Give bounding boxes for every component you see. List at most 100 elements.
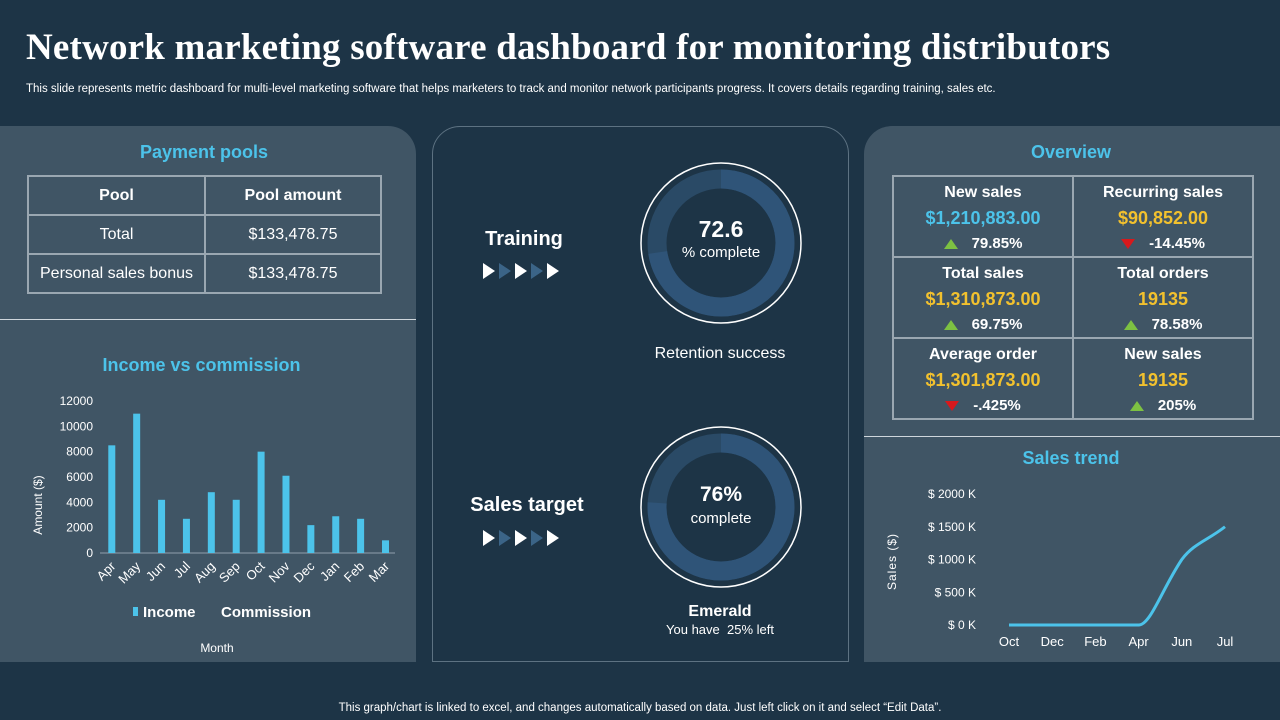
metric-change: -14.45% (1074, 235, 1252, 252)
sales-target-label: Sales target (470, 494, 584, 516)
arrow-icon (515, 263, 527, 279)
x-tick-label: Sep (216, 559, 243, 586)
income-bar (382, 540, 390, 553)
y-tick-label: 6000 (66, 470, 93, 484)
training-unit: % complete (681, 244, 761, 261)
metric-label: Average order (929, 346, 1037, 363)
table-row: Average order $1,301,873.00 -.425% New sale… (892, 337, 1254, 420)
overview-cell: Recurring sales $90,852.00 -14.45% (1072, 175, 1254, 258)
page-title: Network marketing software dashboard for… (26, 27, 1111, 68)
metric-change: 69.75% (894, 316, 1072, 333)
arrow-icon (483, 530, 495, 546)
table-row: Personal sales bonus $133,478.75 (27, 253, 382, 294)
income-bar (133, 413, 141, 553)
x-tick-label: Dec (291, 558, 318, 585)
y-tick-label: $ 500 K (935, 585, 976, 599)
y-tick-label: 12000 (60, 394, 94, 408)
y-axis-label: Amount ($) (31, 475, 45, 534)
legend-income-swatch (133, 607, 138, 616)
x-tick-label: Aug (191, 559, 218, 586)
sales-target-value: 76% (699, 483, 743, 506)
legend-commission-label: Commission (221, 604, 311, 621)
training-progress-ring (640, 162, 802, 324)
table-row: Total sales $1,310,873.00 69.75% Total orde… (892, 256, 1254, 339)
table-header: Pool (27, 175, 206, 216)
x-tick-label: Jan (317, 559, 342, 584)
y-tick-label: 4000 (66, 495, 93, 509)
metric-value: 19135 (1137, 370, 1189, 390)
triangle-up-icon (1123, 320, 1138, 331)
triangle-down-icon (1121, 239, 1136, 250)
overview-cell: Average order $1,301,873.00 -.425% (892, 337, 1074, 420)
triangle-down-icon (945, 401, 960, 412)
table-cell: $133,478.75 (204, 253, 382, 294)
overview-cell: Total orders 19135 78.58% (1072, 256, 1254, 339)
sales-target-caption: Emerald (688, 603, 752, 620)
arrow-icon (531, 530, 543, 546)
arrow-icon (483, 263, 495, 279)
ring-progress (647, 169, 795, 317)
metric-change-text: 78.58% (1151, 316, 1203, 333)
metric-label: New sales (1124, 346, 1202, 363)
metric-change-text: 205% (1157, 397, 1197, 414)
income-bar (357, 518, 365, 553)
arrow-icon (531, 263, 543, 279)
metric-value: $1,301,873.00 (925, 370, 1041, 390)
table-row: New sales $1,210,883.00 79.85% Recurring sa… (892, 175, 1254, 258)
page-subtitle: This slide represents metric dashboard f… (26, 83, 996, 95)
overview-table: New sales $1,210,883.00 79.85% Recurring sa… (892, 175, 1254, 420)
metric-value: $1,210,883.00 (925, 208, 1041, 228)
overview-title: Overview (1030, 142, 1112, 162)
table-cell: Personal sales bonus (27, 253, 206, 294)
training-value: 72.6 (698, 216, 744, 242)
table-header-row: Pool Pool amount (27, 175, 382, 216)
income-bar (232, 499, 240, 553)
triangle-up-icon (943, 320, 958, 331)
y-tick-label: $ 2000 K (928, 487, 976, 501)
training-label: Training (485, 228, 563, 250)
table-cell: $133,478.75 (204, 214, 382, 255)
table-header: Pool amount (204, 175, 382, 216)
income-bar (158, 499, 166, 553)
left-divider (0, 319, 416, 320)
arrow-icon (499, 530, 511, 546)
metric-change: -.425% (894, 397, 1072, 414)
metric-label: Total orders (1117, 265, 1209, 282)
x-tick-label: Oct (243, 558, 268, 583)
arrow-icon (499, 263, 511, 279)
income-chart-title: Income vs commission (102, 355, 301, 375)
y-axis-label: Sales ($) (885, 533, 899, 590)
x-tick-label: Apr (93, 558, 118, 583)
y-tick-label: $ 0 K (948, 618, 976, 632)
sales-target-progress-ring (640, 426, 802, 588)
metric-change: 78.58% (1074, 316, 1252, 333)
x-tick-label: Mar (366, 558, 393, 585)
x-tick-label: Feb (1084, 634, 1106, 649)
x-tick-label: Jul (171, 558, 193, 580)
x-tick-label: Jun (1171, 634, 1192, 649)
right-divider (864, 436, 1280, 437)
sales-target-sub: You have 25% left (666, 622, 774, 637)
x-tick-label: Dec (1041, 634, 1065, 649)
metric-change-text: 69.75% (971, 316, 1023, 333)
x-axis-label: Month (200, 641, 233, 655)
sales-target-arrows (483, 530, 559, 546)
x-tick-label: Feb (341, 559, 367, 585)
overview-cell: Total sales $1,310,873.00 69.75% (892, 256, 1074, 339)
arrow-icon (547, 263, 559, 279)
y-tick-label: 2000 (66, 521, 93, 535)
income-bar (332, 516, 340, 553)
triangle-up-icon (943, 239, 958, 250)
payment-pools-table: Pool Pool amount Total $133,478.75 Perso… (27, 175, 382, 294)
income-bar (108, 445, 116, 553)
income-bar (182, 518, 190, 553)
income-bar (257, 451, 265, 553)
training-arrows (483, 263, 559, 279)
y-tick-label: 8000 (66, 445, 93, 459)
x-tick-label: Jun (143, 559, 168, 584)
metric-label: New sales (944, 184, 1022, 201)
arrow-icon (515, 530, 527, 546)
ring-outline (640, 426, 802, 588)
metric-value: 19135 (1137, 289, 1189, 309)
